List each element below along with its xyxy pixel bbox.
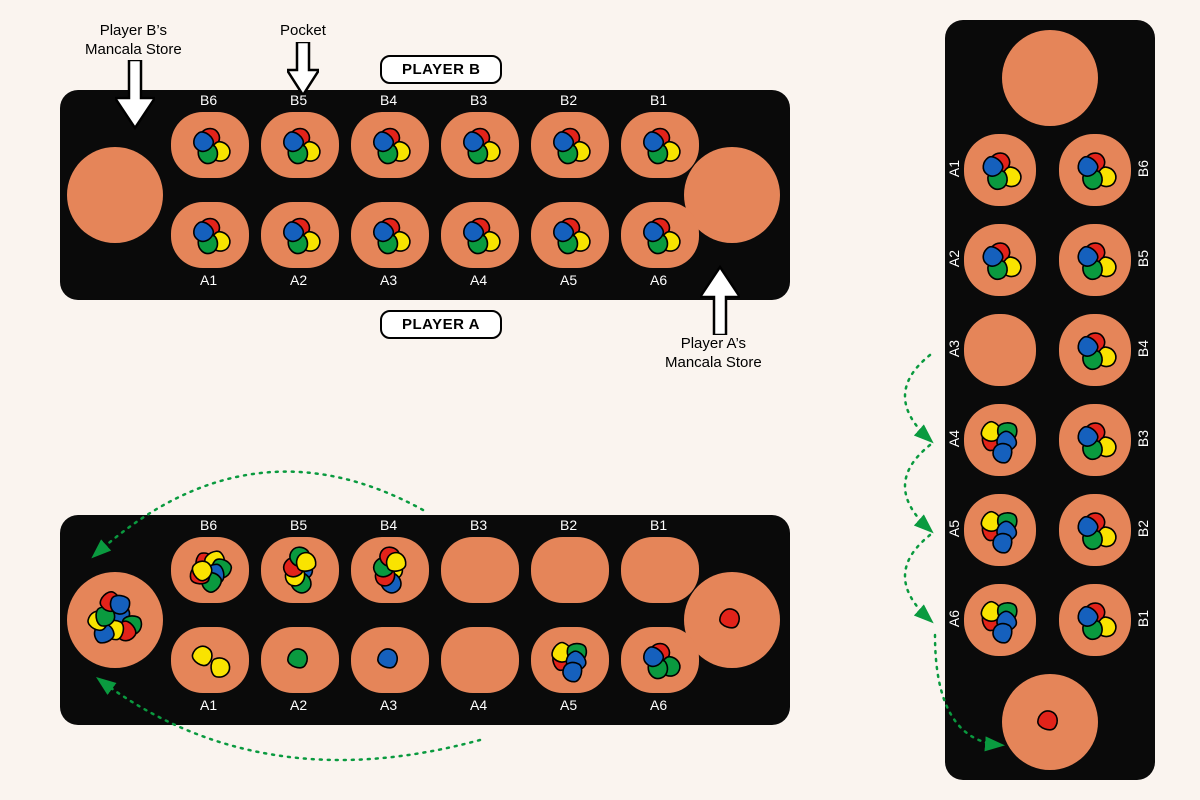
pocket-A5 [531, 202, 609, 268]
pocket-B3 [1059, 404, 1131, 476]
board1-store-b [67, 147, 163, 243]
pocket-A4 [441, 202, 519, 268]
pocket-label-B2: B2 [1135, 520, 1151, 537]
badge-player-a: PLAYER A [380, 310, 502, 339]
pocket-B4 [351, 112, 429, 178]
pocket-label-B6: B6 [200, 92, 217, 108]
arrow-store-b [115, 60, 155, 130]
callout-store-a: Player A’sMancala Store [665, 335, 762, 373]
pocket-label-B1: B1 [1135, 610, 1151, 627]
pocket-B1 [621, 112, 699, 178]
pocket-B2 [531, 537, 609, 603]
pocket-B2 [1059, 494, 1131, 566]
pocket-A3 [964, 314, 1036, 386]
pocket-label-A6: A6 [946, 610, 962, 627]
pocket-B5 [261, 537, 339, 603]
pocket-label-A6: A6 [650, 697, 667, 713]
pocket-A3 [351, 202, 429, 268]
pocket-B6 [171, 112, 249, 178]
pocket-A5 [964, 494, 1036, 566]
pocket-B4 [351, 537, 429, 603]
pocket-label-B2: B2 [560, 517, 577, 533]
pocket-B2 [531, 112, 609, 178]
pocket-label-A3: A3 [380, 697, 397, 713]
board2-store-b [67, 572, 163, 668]
pocket-label-A6: A6 [650, 272, 667, 288]
pocket-A4 [964, 404, 1036, 476]
pocket-label-B3: B3 [470, 92, 487, 108]
pocket-A1 [171, 627, 249, 693]
arrow-store-a [700, 265, 740, 335]
pocket-label-B5: B5 [1135, 250, 1151, 267]
pocket-B1 [621, 537, 699, 603]
pocket-label-A5: A5 [560, 697, 577, 713]
pocket-A3 [351, 627, 429, 693]
pocket-label-B3: B3 [1135, 430, 1151, 447]
pocket-label-A5: A5 [560, 272, 577, 288]
board3-store-bottom [1002, 674, 1098, 770]
pocket-label-B6: B6 [1135, 160, 1151, 177]
pocket-label-A1: A1 [200, 697, 217, 713]
pocket-B3 [441, 112, 519, 178]
pocket-label-A3: A3 [380, 272, 397, 288]
pocket-label-A2: A2 [290, 272, 307, 288]
pocket-label-A2: A2 [290, 697, 307, 713]
pocket-B6 [1059, 134, 1131, 206]
callout-store-b: Player B’sMancala Store [85, 22, 182, 60]
pocket-B3 [441, 537, 519, 603]
pocket-A5 [531, 627, 609, 693]
pocket-A4 [441, 627, 519, 693]
pocket-label-A3: A3 [946, 340, 962, 357]
pocket-label-A2: A2 [946, 250, 962, 267]
pocket-A2 [964, 224, 1036, 296]
pocket-label-A4: A4 [946, 430, 962, 447]
pocket-label-B1: B1 [650, 92, 667, 108]
pocket-label-A4: A4 [470, 697, 487, 713]
pocket-label-B4: B4 [1135, 340, 1151, 357]
pocket-B6 [171, 537, 249, 603]
pocket-A1 [171, 202, 249, 268]
pocket-A1 [964, 134, 1036, 206]
pocket-B4 [1059, 314, 1131, 386]
pocket-B5 [261, 112, 339, 178]
pocket-label-B2: B2 [560, 92, 577, 108]
pocket-label-B5: B5 [290, 92, 307, 108]
pocket-label-A5: A5 [946, 520, 962, 537]
badge-player-b: PLAYER B [380, 55, 502, 84]
pocket-label-A1: A1 [200, 272, 217, 288]
pocket-label-A1: A1 [946, 160, 962, 177]
pocket-label-B3: B3 [470, 517, 487, 533]
pocket-label-B5: B5 [290, 517, 307, 533]
pocket-label-B4: B4 [380, 517, 397, 533]
board3-store-top [1002, 30, 1098, 126]
pocket-label-B1: B1 [650, 517, 667, 533]
pocket-A2 [261, 202, 339, 268]
pocket-A6 [964, 584, 1036, 656]
callout-pocket: Pocket [280, 22, 326, 41]
arrow-pocket [287, 42, 319, 97]
pocket-A6 [621, 627, 699, 693]
pocket-A2 [261, 627, 339, 693]
pocket-B5 [1059, 224, 1131, 296]
pocket-label-B6: B6 [200, 517, 217, 533]
pocket-label-A4: A4 [470, 272, 487, 288]
pocket-B1 [1059, 584, 1131, 656]
pocket-label-B4: B4 [380, 92, 397, 108]
pocket-A6 [621, 202, 699, 268]
